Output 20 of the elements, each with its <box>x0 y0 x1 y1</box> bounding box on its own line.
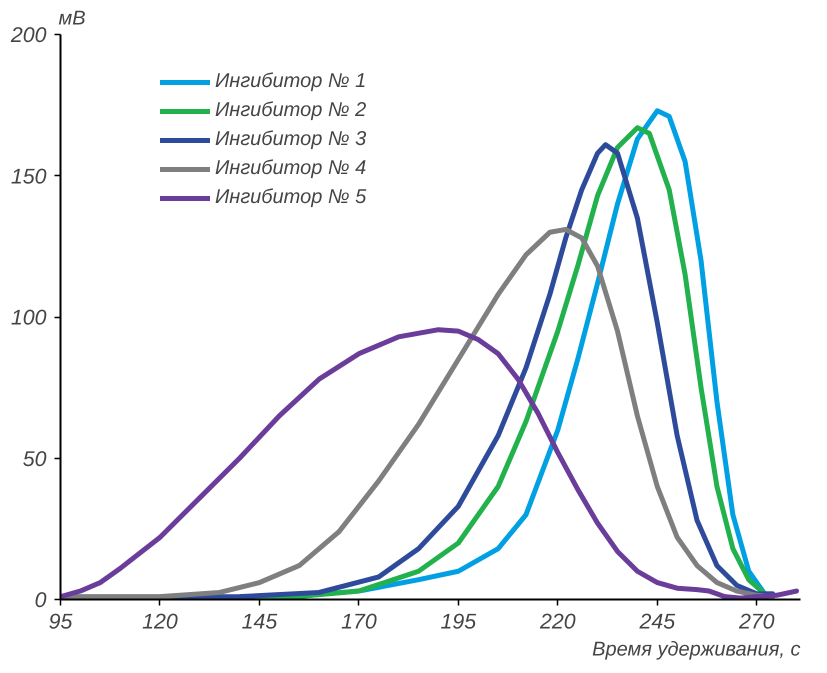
x-tick-label: 120 <box>142 610 178 634</box>
x-tick-label: 270 <box>738 610 775 634</box>
x-tick-label: 95 <box>48 610 72 634</box>
x-tick-label: 195 <box>440 610 476 634</box>
y-tick-label: 0 <box>34 588 47 612</box>
legend-label: Ингибитор № 3 <box>215 128 366 151</box>
y-axis-title: мВ <box>58 8 86 30</box>
y-tick-label: 150 <box>10 164 47 188</box>
x-tick-label: 170 <box>341 610 377 634</box>
y-tick-label: 50 <box>22 446 47 471</box>
x-tick-label: 145 <box>242 610 278 634</box>
x-axis-title: Время удерживания, с <box>592 638 801 660</box>
legend-label: Ингибитор № 2 <box>215 99 366 122</box>
x-tick-label: 245 <box>638 610 676 634</box>
x-tick-label: 220 <box>539 610 576 634</box>
legend-label: Ингибитор № 4 <box>215 157 366 180</box>
y-tick-label: 100 <box>10 306 47 330</box>
legend-label: Ингибитор № 5 <box>215 186 366 209</box>
legend-label: Ингибитор № 1 <box>215 70 366 93</box>
y-tick-label: 200 <box>10 23 47 47</box>
